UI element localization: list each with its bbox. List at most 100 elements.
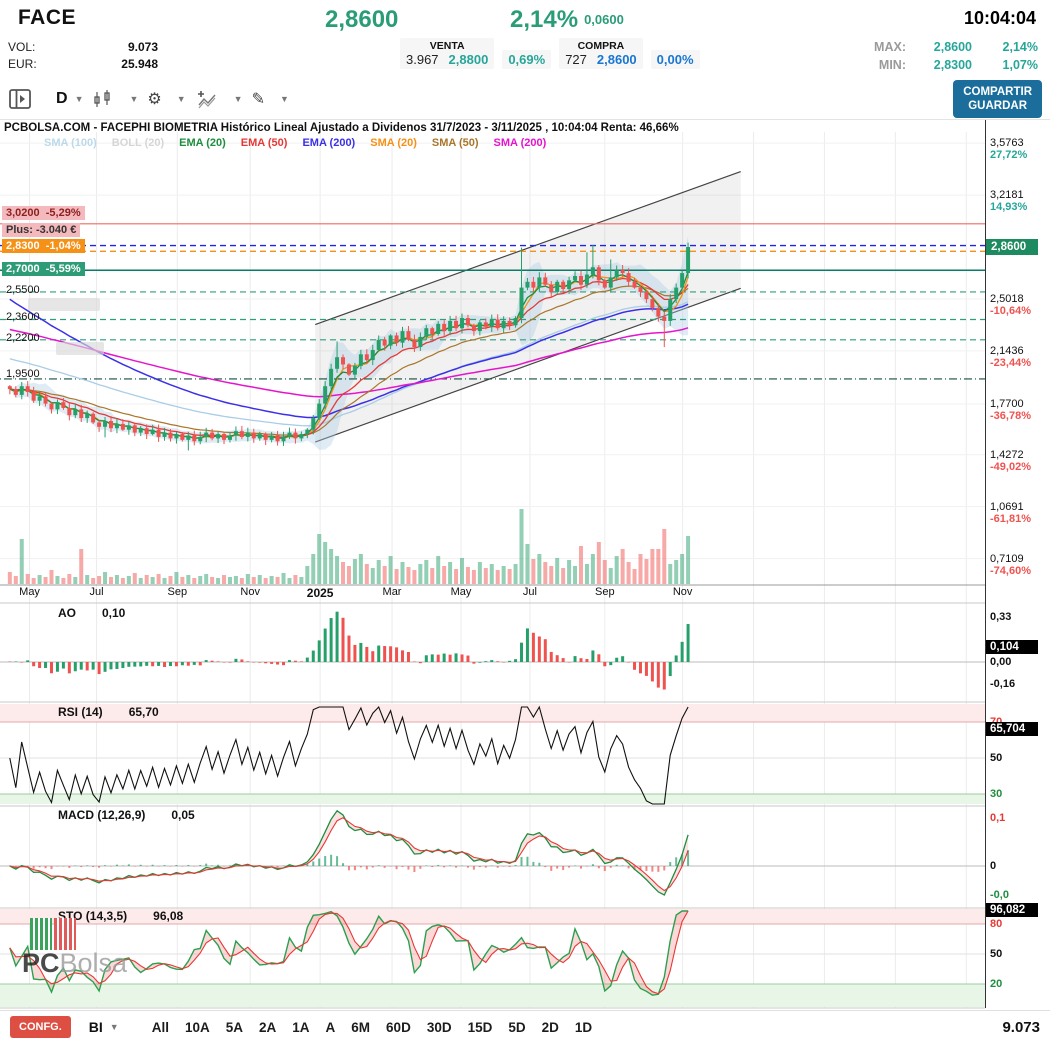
share-save-button[interactable]: COMPARTIR GUARDAR bbox=[953, 79, 1042, 118]
bottom-bar: CONFG. BI ▼ All 10A 5A 2A 1A A 6M 60D 30D 15D 5D 2D… bbox=[0, 1010, 1050, 1043]
max-min-block: MAX: 2,8600 2,14% MIN: 2,8300 1,07% bbox=[874, 40, 1038, 76]
rsi-value-badge: 65,704 bbox=[986, 722, 1038, 737]
price-axis-label: 3,5763 27,72% bbox=[990, 137, 1028, 162]
settings-caret-icon[interactable]: ▼ bbox=[176, 93, 186, 104]
legend-item-ema-20-[interactable]: EMA (20) bbox=[179, 137, 226, 149]
price-level-label: 2,3600 bbox=[6, 311, 40, 323]
price-axis-label: 0,7109 -74,60% bbox=[990, 552, 1031, 577]
range-button-1d[interactable]: 1D bbox=[567, 1016, 600, 1039]
eur-value: 25.948 bbox=[121, 57, 158, 71]
ask-price: 2,8800 bbox=[448, 52, 489, 67]
config-button[interactable]: CONFG. bbox=[10, 1016, 71, 1038]
share-label: COMPARTIR bbox=[963, 85, 1032, 98]
legend-item-sma-100-[interactable]: SMA (100) bbox=[44, 137, 97, 149]
range-button-5a[interactable]: 5A bbox=[218, 1016, 251, 1039]
draw-tools-button[interactable]: ✎ bbox=[252, 89, 265, 109]
price-axis-label: 1,4272 -49,02% bbox=[990, 448, 1031, 473]
add-indicator-caret-icon[interactable]: ▼ bbox=[233, 93, 243, 104]
range-button-15d[interactable]: 15D bbox=[460, 1016, 501, 1039]
ao-panel bbox=[8, 611, 690, 690]
range-button-10a[interactable]: 10A bbox=[177, 1016, 218, 1039]
legend-item-sma-200-[interactable]: SMA (200) bbox=[493, 137, 547, 149]
bid-box: COMPRA 727 2,8600 bbox=[559, 38, 643, 69]
ask-quantity: 3.967 bbox=[406, 52, 439, 67]
sto-axis-label: 80 bbox=[990, 918, 1003, 930]
header: FACE 2,8600 2,14% 0,0600 10:04:04 VOL: 9.0… bbox=[0, 0, 1050, 78]
range-button-60d[interactable]: 60D bbox=[378, 1016, 419, 1039]
range-button-30d[interactable]: 30D bbox=[419, 1016, 460, 1039]
price-axis-label: 2,1436 -23,44% bbox=[990, 344, 1031, 369]
ao-value-badge: 0,104 bbox=[986, 639, 1038, 654]
range-button-all[interactable]: All bbox=[144, 1016, 177, 1039]
change-percent-value: 2,14% bbox=[510, 6, 579, 33]
timeframe-caret-icon[interactable]: ▼ bbox=[74, 93, 84, 104]
max-label: MAX: bbox=[874, 40, 906, 54]
watermark-bolsa: Bolsa bbox=[59, 948, 128, 978]
add-indicator-icon bbox=[197, 90, 216, 108]
sto-value: 96,08 bbox=[153, 909, 184, 923]
range-button-2a[interactable]: 2A bbox=[251, 1016, 284, 1039]
bid-price: 2,8600 bbox=[596, 52, 637, 67]
min-price: 2,8300 bbox=[933, 58, 972, 72]
timeframe-selector[interactable]: D bbox=[56, 89, 68, 107]
panel-separators bbox=[0, 584, 985, 1009]
chart-type-button[interactable] bbox=[92, 88, 114, 110]
price-level-label: 2,8300 -1,04% bbox=[2, 239, 85, 253]
macd-panel-header: MACD (12,26,9) 0,05 bbox=[58, 808, 195, 822]
volume-layer bbox=[7, 509, 691, 584]
bid-percent: 0,00% bbox=[650, 50, 700, 69]
price-level-label: Plus: -3.040 € bbox=[2, 223, 81, 237]
x-axis-label: 2025 bbox=[306, 586, 334, 600]
level-lines bbox=[0, 223, 985, 380]
price-level-label: 2,7000 -5,59% bbox=[2, 262, 85, 276]
range-button-6m[interactable]: 6M bbox=[343, 1016, 378, 1039]
ao-axis-label: -0,16 bbox=[990, 677, 1016, 690]
range-button-5d[interactable]: 5D bbox=[500, 1016, 533, 1039]
pcbolsa-logo-icon bbox=[30, 918, 76, 950]
quote-time: 10:04:04 bbox=[963, 8, 1036, 28]
range-button-2d[interactable]: 2D bbox=[534, 1016, 567, 1039]
chart-canvas[interactable] bbox=[0, 120, 1050, 1010]
legend-item-ema-200-[interactable]: EMA (200) bbox=[302, 137, 356, 149]
chart-type-caret-icon[interactable]: ▼ bbox=[129, 93, 139, 104]
price-axis-label: 3,2181 14,93% bbox=[990, 189, 1028, 214]
x-axis-label: Sep bbox=[167, 586, 188, 598]
price-axis[interactable]: 3,5763 27,72% 3,2181 14,93% 2,5018 -10,64% 2,1… bbox=[985, 120, 1050, 1008]
settings-button[interactable]: ⚙ bbox=[147, 89, 161, 109]
legend-item-boll-20-[interactable]: BOLL (20) bbox=[111, 137, 165, 149]
x-axis-label: Nov bbox=[672, 586, 693, 598]
rsi-axis-label: 30 bbox=[990, 787, 1003, 800]
candlestick-icon bbox=[94, 89, 111, 107]
price-axis-label: 2,5018 -10,64% bbox=[990, 292, 1031, 317]
chart-area[interactable]: PCBOLSA.COM - FACEPHI BIOMETRIA Históric… bbox=[0, 120, 1050, 1010]
max-percent: 2,14% bbox=[1002, 40, 1038, 54]
max-price: 2,8600 bbox=[933, 40, 972, 54]
panel-toggle-button[interactable] bbox=[8, 87, 32, 111]
legend-item-ema-50-[interactable]: EMA (50) bbox=[240, 137, 288, 149]
sto-axis-label: 20 bbox=[990, 978, 1003, 990]
draw-tools-caret-icon[interactable]: ▼ bbox=[280, 93, 289, 104]
indicator-legend: SMA (100) BOLL (20) EMA (20) EMA (50) EMA (2… bbox=[44, 137, 546, 149]
macd-label: MACD (12,26,9) bbox=[58, 808, 146, 822]
price-axis-label: 1,0691 -61,81% bbox=[990, 500, 1031, 525]
range-button-a[interactable]: A bbox=[318, 1016, 344, 1039]
x-axis-label: Nov bbox=[240, 586, 260, 598]
legend-item-sma-50-[interactable]: SMA (50) bbox=[431, 137, 479, 149]
ao-panel-header: AO 0,10 bbox=[58, 606, 125, 620]
x-axis-label: May bbox=[450, 586, 472, 598]
range-button-1a[interactable]: 1A bbox=[284, 1016, 317, 1039]
current-price-badge: 2,8600 bbox=[986, 239, 1038, 255]
add-indicator-button[interactable] bbox=[195, 87, 219, 111]
macd-value: 0,05 bbox=[171, 808, 195, 822]
pencil-icon: ✎ bbox=[251, 90, 265, 108]
ao-axis-label: 0,00 bbox=[990, 656, 1012, 668]
gear-icon: ⚙ bbox=[147, 90, 162, 108]
ghost-artifact bbox=[56, 342, 104, 355]
legend-item-sma-20-[interactable]: SMA (20) bbox=[370, 137, 417, 149]
panel-toggle-icon bbox=[9, 88, 31, 109]
interval-caret-icon[interactable]: ▼ bbox=[109, 1022, 119, 1032]
interval-selector[interactable]: BI bbox=[88, 1019, 103, 1035]
watermark-pc: PC bbox=[22, 948, 60, 978]
min-label: MIN: bbox=[878, 58, 906, 72]
